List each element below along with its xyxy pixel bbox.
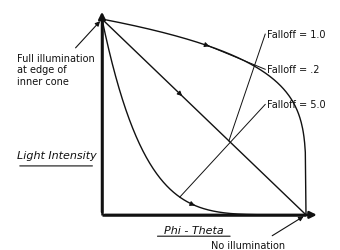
Text: No illumination
at outer cone: No illumination at outer cone [211,217,303,250]
Text: Full illumination
at edge of
inner cone: Full illumination at edge of inner cone [17,23,99,86]
Text: Falloff = .2: Falloff = .2 [267,65,319,75]
Text: Falloff = 5.0: Falloff = 5.0 [267,100,325,110]
Text: Falloff = 1.0: Falloff = 1.0 [267,30,325,40]
Text: Light Intensity: Light Intensity [17,150,97,160]
Text: Phi - Theta: Phi - Theta [164,225,224,235]
